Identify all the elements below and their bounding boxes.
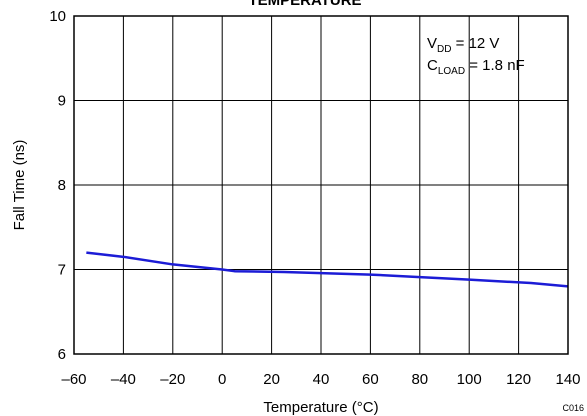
- x-tick-label: 0: [218, 371, 226, 388]
- x-tick-label: 40: [313, 371, 330, 388]
- y-tick-label: 7: [58, 262, 66, 279]
- series-layer: [86, 251, 569, 288]
- annotation-vdd: VDD = 12 V: [427, 35, 499, 55]
- x-tick-label: 100: [457, 371, 482, 388]
- x-tick-label: –60: [61, 371, 86, 388]
- y-tick-label: 8: [58, 177, 66, 194]
- x-tick-label: 20: [263, 371, 280, 388]
- chart-title: TEMPERATURE: [248, 0, 361, 9]
- x-tick-label: 120: [506, 371, 531, 388]
- x-axis-label: Temperature (°C): [263, 399, 378, 416]
- x-tick-label: 80: [411, 371, 428, 388]
- y-tick-label: 10: [49, 8, 66, 25]
- y-tick-label: 9: [58, 93, 66, 110]
- x-tick-labels: –60 –40 –20 0 20 40 60 80 100 120 140: [61, 371, 580, 388]
- figure-code: C016: [562, 403, 584, 413]
- y-axis-label: Fall Time (ns): [11, 140, 28, 231]
- annotation-cload: CLOAD = 1.8 nF: [427, 57, 525, 77]
- fall-time-series-line: [86, 251, 569, 288]
- y-tick-labels: 6 7 8 9 10: [49, 8, 66, 363]
- x-tick-label: 140: [555, 371, 580, 388]
- x-tick-label: 60: [362, 371, 379, 388]
- plot-frame: [73, 15, 569, 355]
- annotation-box: VDD = 12 V CLOAD = 1.8 nF: [427, 35, 525, 77]
- x-tick-label: –40: [111, 371, 136, 388]
- y-tick-label: 6: [58, 346, 66, 363]
- x-tick-label: –20: [160, 371, 185, 388]
